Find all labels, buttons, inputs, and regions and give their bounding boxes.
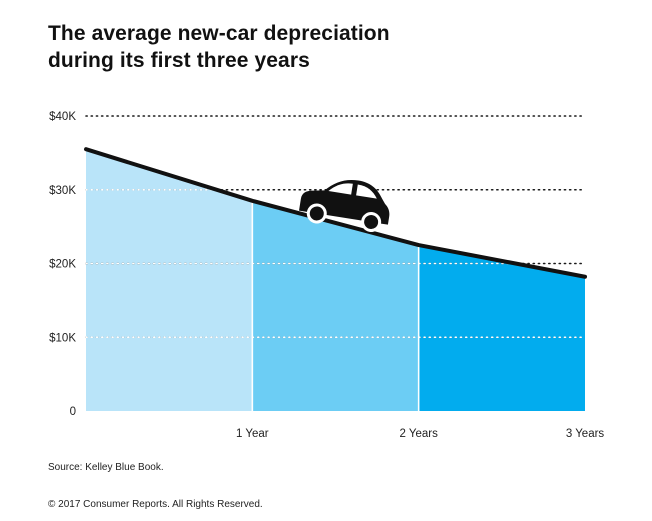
depreciation-line: [84, 147, 587, 279]
y-axis-labels: 0 $10K $20K $30K $40K: [49, 111, 76, 418]
area-segment-year-3: [418, 245, 585, 411]
chart-title-line-1: The average new-car depreciation: [48, 22, 390, 45]
x-tick-label-3: 3 Years: [566, 428, 605, 440]
x-axis-labels: 1 Year 2 Years 3 Years: [236, 428, 604, 440]
segment-dividers: [251, 200, 420, 411]
source-note: Source: Kelley Blue Book.: [48, 462, 164, 473]
y-tick-label-0: 0: [70, 406, 76, 418]
area-segment-year-2: [252, 200, 419, 411]
chart-title: The average new-car depreciation during …: [48, 20, 468, 74]
x-tick-label-1: 1 Year: [236, 428, 269, 440]
y-tick-label-1: $10K: [49, 332, 76, 344]
y-tick-label-4: $40K: [49, 111, 76, 123]
y-tick-label-2: $20K: [49, 259, 76, 271]
copyright-note: © 2017 Consumer Reports. All Rights Rese…: [48, 499, 263, 510]
y-tick-label-3: $30K: [49, 185, 76, 197]
x-tick-label-2: 2 Years: [399, 428, 438, 440]
car-icon: [299, 180, 390, 233]
chart-title-line-2: during its first three years: [48, 49, 310, 72]
area-segments: [86, 149, 585, 411]
area-segment-year-1: [86, 149, 253, 411]
grid-lines: [85, 115, 586, 339]
